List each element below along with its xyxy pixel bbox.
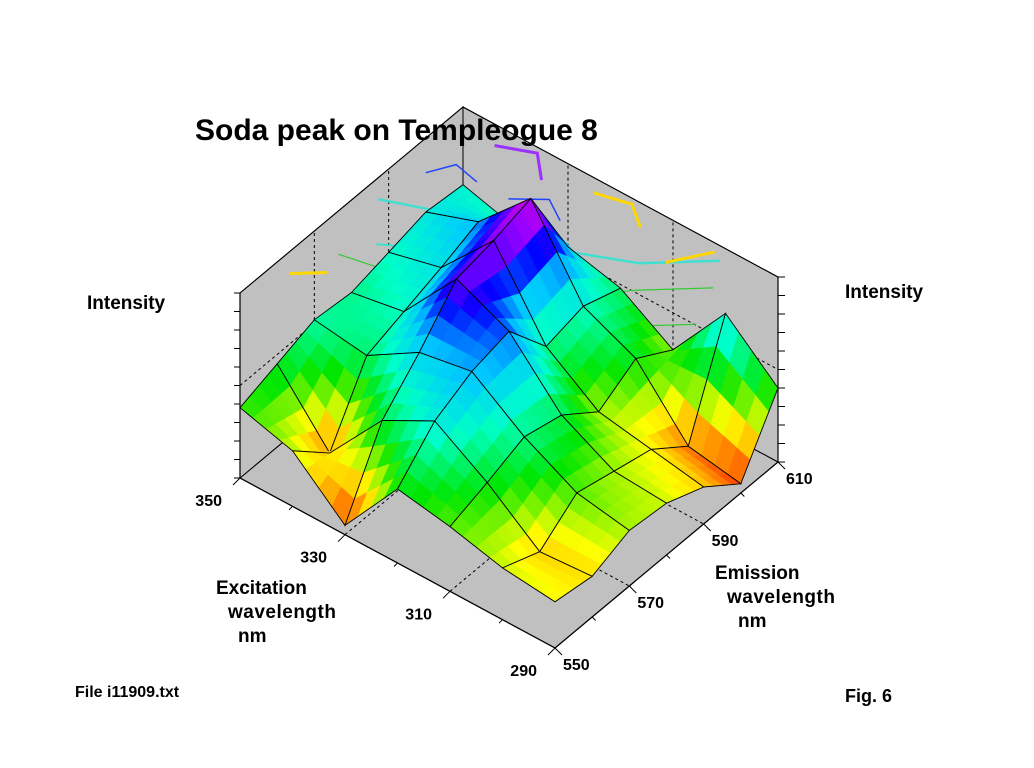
surface-cell bbox=[381, 351, 473, 422]
contour-line bbox=[593, 191, 642, 228]
z-axis-label-left: Intensity bbox=[87, 293, 166, 314]
surface-cell bbox=[449, 481, 541, 569]
y-axis-label-line3: nm bbox=[738, 611, 767, 632]
y-tick-label: 570 bbox=[637, 595, 664, 612]
figure-number-label: Fig. 6 bbox=[845, 686, 893, 706]
x-axis-label-line1: Excitation bbox=[216, 578, 307, 599]
surface-cell bbox=[239, 363, 331, 454]
surface-cell bbox=[291, 419, 384, 527]
x-tick-label: 350 bbox=[195, 493, 222, 510]
surface-mesh-line bbox=[501, 551, 594, 603]
y-axis-label-line1: Emission bbox=[715, 563, 800, 584]
y-tick bbox=[628, 585, 637, 594]
x-tick bbox=[547, 647, 556, 656]
surface-cell bbox=[649, 445, 743, 488]
x-axis-label-line2: wavelength bbox=[228, 602, 337, 623]
x-tick bbox=[498, 619, 503, 624]
x-tick bbox=[288, 505, 293, 511]
surface-cell bbox=[471, 330, 563, 438]
contour-line bbox=[665, 250, 715, 264]
surface-cell bbox=[455, 239, 548, 348]
surface-cell bbox=[613, 448, 705, 504]
surface-cell bbox=[344, 419, 436, 527]
surface-cell bbox=[598, 357, 690, 450]
contour-line bbox=[494, 144, 543, 181]
surface-cell bbox=[523, 414, 615, 494]
contour-line bbox=[425, 163, 478, 183]
surface-cell bbox=[575, 470, 668, 532]
y-tick bbox=[591, 616, 597, 621]
y-tick bbox=[666, 554, 671, 559]
y-axis-label-line2: wavelength bbox=[727, 587, 836, 608]
x-tick bbox=[337, 534, 346, 543]
file-name-label: File i11909.txt bbox=[75, 684, 180, 701]
surface-cell bbox=[486, 436, 578, 553]
z-axis-label-right: Intensity bbox=[845, 282, 924, 303]
x-tick-label: 310 bbox=[405, 606, 432, 623]
top-frame bbox=[239, 106, 779, 294]
x-tick bbox=[393, 562, 398, 567]
surface-cell bbox=[687, 312, 779, 485]
surface-cell bbox=[545, 305, 637, 413]
x-tick-label: 330 bbox=[300, 550, 327, 567]
surface-cell bbox=[276, 319, 368, 455]
surface-cell bbox=[501, 551, 594, 603]
y-tick bbox=[703, 523, 712, 532]
y-tick-label: 610 bbox=[786, 471, 813, 488]
y-tick bbox=[777, 461, 786, 470]
x-tick bbox=[442, 590, 451, 599]
surface-cell bbox=[635, 312, 727, 448]
y-tick-label: 590 bbox=[712, 533, 739, 550]
x-axis-label-line3: nm bbox=[238, 626, 267, 647]
y-tick bbox=[740, 492, 745, 497]
chart-title: Soda peak on Templeogue 8 bbox=[195, 114, 598, 147]
contour-line bbox=[289, 271, 327, 276]
contour-line bbox=[508, 198, 561, 222]
intensity-surface bbox=[239, 184, 779, 603]
x-tick bbox=[232, 477, 241, 486]
surface-cell bbox=[350, 251, 442, 313]
axis-ticks: 350 330 310 290 550 570 590 610 bbox=[195, 276, 813, 680]
surface-cell bbox=[396, 420, 488, 528]
x-tick-label: 290 bbox=[510, 663, 537, 680]
surface-cell bbox=[434, 370, 525, 484]
y-tick bbox=[554, 647, 563, 656]
surface-cell bbox=[328, 351, 421, 455]
y-tick-label: 550 bbox=[563, 657, 590, 674]
surface-cell bbox=[539, 492, 630, 577]
surface-cell bbox=[507, 330, 600, 416]
